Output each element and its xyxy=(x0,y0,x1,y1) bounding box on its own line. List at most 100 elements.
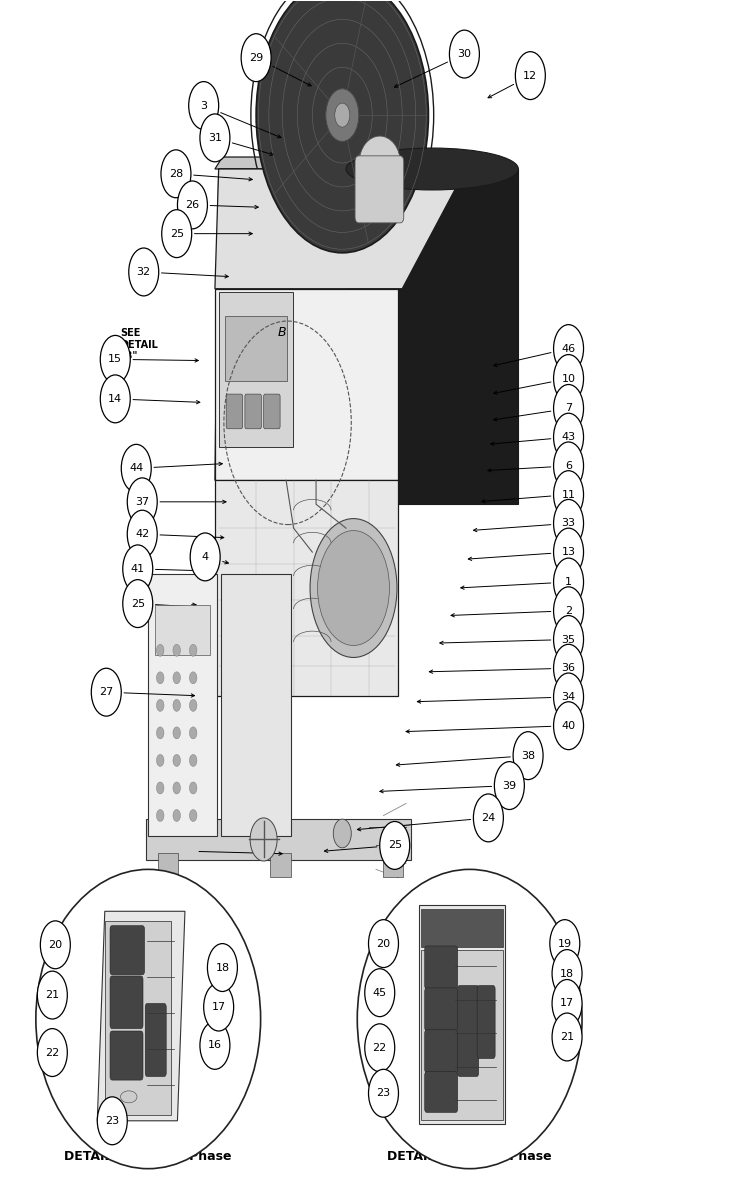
Text: DETAIL B – Three Phase: DETAIL B – Three Phase xyxy=(387,1150,552,1163)
Circle shape xyxy=(123,580,153,628)
Circle shape xyxy=(552,979,582,1027)
Circle shape xyxy=(190,782,197,794)
Circle shape xyxy=(553,558,584,606)
Ellipse shape xyxy=(359,136,400,190)
Circle shape xyxy=(553,499,584,547)
Circle shape xyxy=(515,52,545,100)
Text: 23: 23 xyxy=(377,1088,390,1098)
Text: 40: 40 xyxy=(562,721,575,731)
Circle shape xyxy=(100,336,130,383)
Circle shape xyxy=(156,672,164,684)
Circle shape xyxy=(552,1013,582,1061)
FancyBboxPatch shape xyxy=(110,976,143,1028)
Circle shape xyxy=(494,762,524,810)
Circle shape xyxy=(190,533,220,581)
Text: 36: 36 xyxy=(562,664,575,673)
Circle shape xyxy=(173,755,180,767)
Text: 31: 31 xyxy=(208,133,222,143)
Polygon shape xyxy=(215,289,399,480)
Circle shape xyxy=(553,325,584,372)
FancyBboxPatch shape xyxy=(148,574,217,836)
Circle shape xyxy=(121,444,151,492)
Text: 46: 46 xyxy=(562,343,575,354)
Ellipse shape xyxy=(36,869,261,1169)
Circle shape xyxy=(127,510,157,558)
Circle shape xyxy=(250,818,277,860)
Ellipse shape xyxy=(120,1091,137,1103)
Circle shape xyxy=(553,528,584,576)
Polygon shape xyxy=(215,480,399,696)
Circle shape xyxy=(513,732,543,780)
Circle shape xyxy=(156,755,164,767)
Text: 24: 24 xyxy=(481,812,496,823)
Circle shape xyxy=(173,810,180,822)
Circle shape xyxy=(200,1021,230,1069)
Text: 18: 18 xyxy=(560,968,574,978)
Polygon shape xyxy=(215,157,472,169)
FancyBboxPatch shape xyxy=(158,853,178,876)
Text: 34: 34 xyxy=(562,692,575,702)
FancyBboxPatch shape xyxy=(225,317,287,380)
Text: DETAIL B – Single Phase: DETAIL B – Single Phase xyxy=(65,1150,232,1163)
FancyBboxPatch shape xyxy=(421,908,503,947)
FancyBboxPatch shape xyxy=(425,946,458,989)
Circle shape xyxy=(156,644,164,656)
Circle shape xyxy=(38,971,68,1019)
Text: 30: 30 xyxy=(457,49,472,59)
Ellipse shape xyxy=(346,148,518,190)
Polygon shape xyxy=(215,169,293,480)
Circle shape xyxy=(173,782,180,794)
Text: 28: 28 xyxy=(169,169,183,179)
Circle shape xyxy=(127,478,157,526)
Text: 7: 7 xyxy=(565,403,572,414)
FancyBboxPatch shape xyxy=(425,1072,458,1112)
FancyBboxPatch shape xyxy=(425,1030,458,1073)
Text: 33: 33 xyxy=(562,518,575,528)
Text: 25: 25 xyxy=(388,840,402,851)
Text: 25: 25 xyxy=(170,229,183,239)
FancyBboxPatch shape xyxy=(221,574,291,836)
Circle shape xyxy=(553,702,584,750)
Circle shape xyxy=(38,1028,68,1076)
Circle shape xyxy=(553,644,584,692)
Text: 19: 19 xyxy=(558,938,572,949)
FancyBboxPatch shape xyxy=(271,853,290,876)
FancyBboxPatch shape xyxy=(105,920,171,1115)
Circle shape xyxy=(474,794,503,842)
FancyBboxPatch shape xyxy=(110,925,144,974)
Text: 27: 27 xyxy=(99,688,114,697)
Text: 45: 45 xyxy=(373,988,387,997)
Text: 18: 18 xyxy=(215,962,229,972)
Circle shape xyxy=(173,727,180,739)
Text: 21: 21 xyxy=(560,1032,574,1042)
Circle shape xyxy=(156,782,164,794)
Text: 23: 23 xyxy=(105,1116,120,1126)
Text: 17: 17 xyxy=(560,998,574,1008)
FancyBboxPatch shape xyxy=(421,949,503,1120)
Text: 4: 4 xyxy=(202,552,209,562)
Text: 3: 3 xyxy=(200,101,208,110)
Circle shape xyxy=(256,0,429,253)
Circle shape xyxy=(333,820,351,848)
Circle shape xyxy=(156,700,164,712)
Circle shape xyxy=(553,384,584,432)
Text: 20: 20 xyxy=(377,938,390,949)
Text: 39: 39 xyxy=(502,780,517,791)
Circle shape xyxy=(326,89,359,142)
Text: 25: 25 xyxy=(131,599,145,608)
FancyBboxPatch shape xyxy=(155,605,211,655)
Circle shape xyxy=(100,374,130,422)
FancyBboxPatch shape xyxy=(264,394,280,428)
Circle shape xyxy=(365,1024,395,1072)
Text: 32: 32 xyxy=(137,266,151,277)
Text: 14: 14 xyxy=(108,394,123,404)
Text: 38: 38 xyxy=(521,751,535,761)
Text: 11: 11 xyxy=(562,490,575,499)
Circle shape xyxy=(335,103,350,127)
FancyBboxPatch shape xyxy=(226,394,243,428)
Circle shape xyxy=(450,30,479,78)
Text: B: B xyxy=(278,326,287,340)
Circle shape xyxy=(317,530,390,646)
Circle shape xyxy=(368,919,399,967)
Circle shape xyxy=(173,644,180,656)
